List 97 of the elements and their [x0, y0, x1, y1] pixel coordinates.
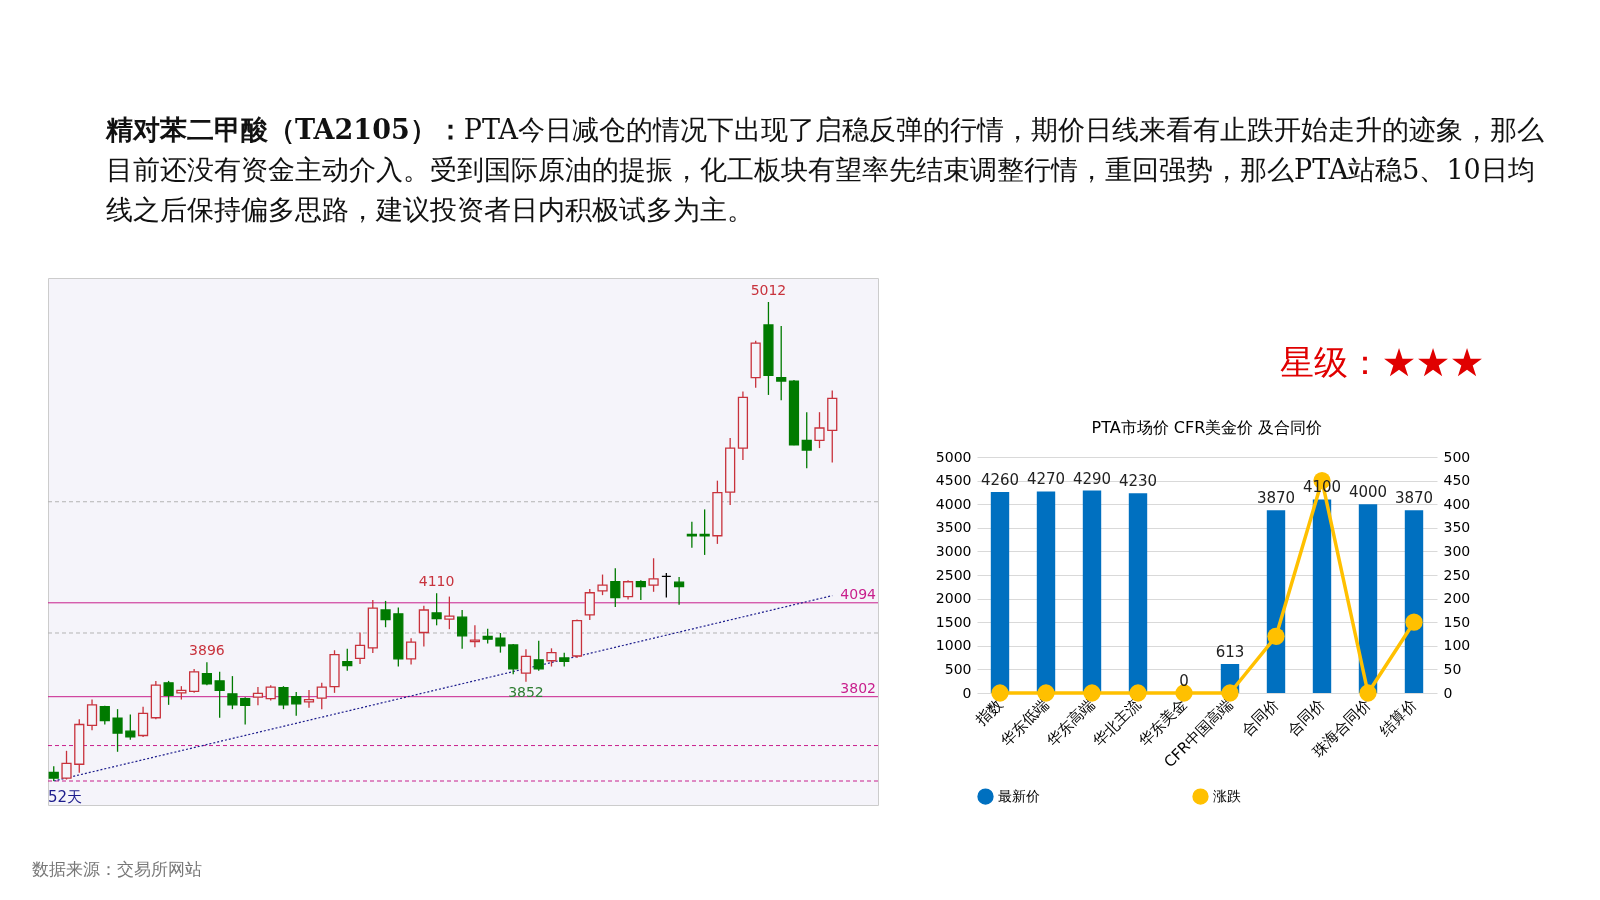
y-tick-label: 2500: [935, 566, 972, 583]
y2-tick-label: 300: [1443, 542, 1471, 559]
y2-tick-label: 150: [1443, 613, 1471, 630]
candlestick: [648, 557, 659, 593]
candlestick: [597, 573, 608, 596]
candlestick: [444, 595, 455, 630]
data-label: 3870: [1394, 489, 1434, 508]
y2-tick-label: 200: [1443, 590, 1471, 607]
annotation: 3802: [840, 679, 876, 696]
data-label: 4260: [980, 470, 1020, 489]
text: 精对苯二甲酸（TA2105）：: [106, 114, 464, 145]
candlestick: [405, 637, 417, 666]
y-tick-label: 3500: [935, 519, 972, 536]
data-label: 4230: [1118, 472, 1158, 491]
candlestick: [201, 661, 213, 686]
y2-tick-label: 350: [1443, 519, 1471, 536]
text: 52天: [48, 788, 83, 806]
y-tick-label: 4500: [935, 472, 972, 489]
point: [1359, 684, 1377, 702]
y-tick-label: 1500: [935, 613, 972, 630]
y2-tick-label: 0: [1443, 684, 1453, 701]
bar: [990, 491, 1010, 693]
text: 星级：★★★: [1280, 341, 1484, 384]
point: [991, 684, 1009, 702]
candlestick: [546, 647, 557, 668]
candlestick: [354, 631, 366, 665]
candlestick: [125, 713, 136, 741]
candlestick: [316, 682, 327, 710]
y-tick-label: 3000: [935, 542, 972, 559]
candlestick: [495, 632, 506, 654]
point: [1405, 613, 1423, 631]
candlestick: [189, 668, 200, 694]
data-label: 3870: [1256, 489, 1296, 508]
y-tick-label: 2000: [935, 590, 972, 607]
candlestick: [342, 648, 353, 672]
candlestick: [112, 708, 123, 753]
candlestick: [801, 411, 812, 469]
annotation: 3852: [508, 683, 544, 700]
y-tick-label: 1000: [935, 637, 972, 654]
candlestick: [622, 579, 634, 601]
data-label: 613: [1215, 643, 1245, 662]
candlestick: [137, 706, 149, 738]
candlestick: [431, 592, 442, 626]
source-note: 数据来源：交易所网站: [32, 858, 202, 881]
y-tick-label: 0: [962, 684, 972, 701]
candlestick: [252, 686, 264, 706]
candlestick: [533, 640, 544, 672]
chart-title: PTA市场价 CFR美金价 及合同价: [1091, 418, 1323, 437]
candlestick: [610, 567, 621, 608]
candlestick: [86, 698, 98, 731]
candlestick: [457, 609, 468, 650]
y2-tick-label: 450: [1443, 472, 1471, 489]
y2-tick-label: 250: [1443, 566, 1471, 583]
point: [1175, 684, 1193, 702]
candlestick: [776, 325, 787, 401]
y2-tick-label: 400: [1443, 495, 1471, 512]
candlestick: [508, 643, 519, 675]
bar: [1036, 491, 1056, 693]
annotation: 4110: [418, 573, 455, 590]
annotation: 3896: [189, 642, 225, 659]
annotation: 4094: [840, 585, 877, 602]
bar: [1312, 499, 1332, 693]
candlestick: [163, 680, 174, 706]
candlestick: [214, 671, 225, 719]
candlestick: [227, 675, 238, 710]
y2-tick-label: 500: [1443, 448, 1471, 465]
y2-tick-label: 50: [1443, 660, 1462, 677]
bar: [1128, 493, 1148, 693]
bar: [1358, 504, 1378, 693]
legend-label: 涨跌: [1213, 787, 1241, 804]
candlestick: [635, 579, 646, 601]
annotation: 5012: [750, 282, 787, 298]
point: [1267, 627, 1285, 645]
candlestick: [814, 411, 825, 449]
x-tick-label: 指数: [971, 695, 1007, 730]
legend-label: 最新价: [998, 787, 1040, 804]
candlestick: [418, 605, 429, 648]
candlestick: [291, 691, 302, 717]
y-tick-label: 500: [944, 660, 972, 677]
candlestick: [584, 588, 595, 621]
candlestick: [61, 750, 72, 781]
data-label: 4000: [1348, 483, 1388, 502]
candlestick: [278, 685, 289, 710]
bar: [1404, 510, 1424, 693]
data-label: 4290: [1072, 469, 1112, 488]
y-tick-label: 5000: [935, 448, 972, 465]
x-tick-label: 合同价: [1237, 695, 1283, 740]
x-tick-label: 结算价: [1375, 695, 1421, 740]
candlestick: [520, 648, 532, 683]
bar: [1082, 490, 1102, 693]
candlestick: [380, 600, 391, 628]
y2-tick-label: 100: [1443, 637, 1471, 654]
candlestick: [303, 689, 315, 709]
bar: [1266, 510, 1286, 693]
y-tick-label: 4000: [935, 495, 972, 512]
candlestick: [240, 696, 251, 726]
data-label: 4270: [1026, 470, 1066, 489]
